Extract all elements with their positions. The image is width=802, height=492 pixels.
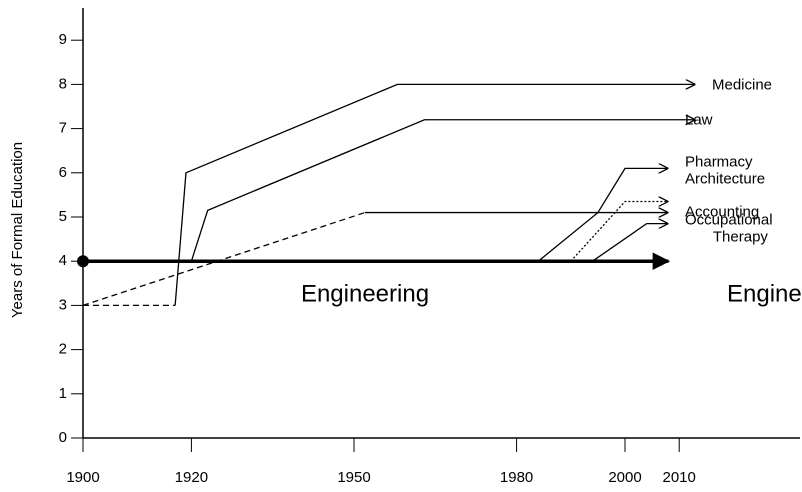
- series-label: Pharmacy: [685, 153, 753, 170]
- y-tick-label: 3: [59, 296, 67, 313]
- x-tick-label: 1920: [175, 469, 208, 486]
- series-label: Medicine: [712, 76, 772, 93]
- series-label: Accounting: [685, 204, 759, 221]
- y-axis-label: Years of Formal Education: [9, 142, 26, 318]
- x-tick-label: 2010: [663, 469, 696, 486]
- series-label: Architecture: [685, 170, 765, 187]
- series-line: [537, 168, 669, 262]
- annotation: Engineering: [301, 281, 429, 308]
- y-tick-label: 8: [59, 75, 67, 92]
- y-tick-label: 5: [59, 208, 67, 225]
- series-label: Occupational Therapy: [685, 212, 773, 246]
- series-label: Law: [685, 112, 713, 129]
- start-dot: [77, 255, 89, 268]
- x-tick-label: 2000: [608, 469, 641, 486]
- y-tick-label: 6: [59, 164, 67, 181]
- y-tick-label: 0: [59, 429, 67, 446]
- y-tick-label: 4: [59, 252, 67, 269]
- x-tick-label: 1900: [66, 469, 99, 486]
- series-line: [570, 202, 669, 262]
- series-line: [190, 120, 696, 262]
- y-tick-label: 7: [59, 120, 67, 137]
- series-line: [174, 84, 696, 306]
- series-label: Engineering: [727, 281, 802, 308]
- x-tick-label: 1950: [337, 469, 370, 486]
- y-tick-label: 2: [59, 341, 67, 358]
- series-line: [592, 224, 669, 262]
- y-tick-label: 9: [59, 31, 67, 48]
- x-tick-label: 1980: [500, 469, 533, 486]
- y-tick-label: 1: [59, 385, 67, 402]
